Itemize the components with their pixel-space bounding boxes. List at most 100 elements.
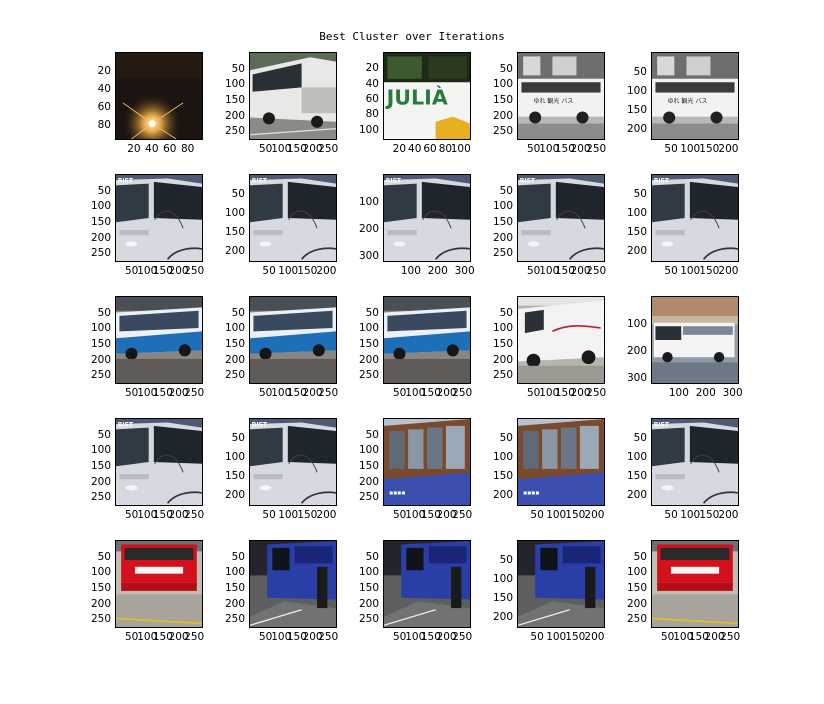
y-tick-label: 50 bbox=[365, 306, 379, 319]
y-tick-label: 100 bbox=[224, 78, 245, 91]
y-tick-label: 200 bbox=[626, 344, 647, 357]
y-tick-label: 200 bbox=[626, 597, 647, 610]
x-tick-label: 50 bbox=[392, 387, 407, 399]
y-tick-label: 100 bbox=[358, 195, 379, 208]
y-tick-label: 200 bbox=[626, 245, 647, 258]
y-tick-label: 150 bbox=[358, 581, 379, 594]
svg-text:RIST: RIST bbox=[386, 178, 402, 185]
y-tick-label: 150 bbox=[492, 592, 513, 605]
y-tick-label: 50 bbox=[97, 306, 111, 319]
image-panel-r4c4: ▪▪▪▪ bbox=[517, 418, 605, 506]
x-tick-label: 50 bbox=[664, 509, 678, 521]
panel-image: RIST bbox=[116, 419, 202, 505]
image-panel-r2c5: RIST bbox=[651, 174, 739, 262]
x-tick-label: 100 bbox=[680, 143, 701, 155]
y-tick-label: 250 bbox=[90, 247, 111, 260]
x-tick-label: 150 bbox=[420, 509, 441, 521]
svg-text:▪▪▪▪: ▪▪▪▪ bbox=[523, 490, 539, 497]
image-panel-r5c4 bbox=[517, 540, 605, 628]
image-panel-r3c2 bbox=[249, 296, 337, 384]
panel-image: RIST bbox=[652, 419, 738, 505]
y-tick-label: 50 bbox=[231, 306, 245, 319]
y-tick-label: 150 bbox=[626, 226, 647, 239]
x-tick-label: 100 bbox=[450, 143, 471, 155]
y-tick-label: 100 bbox=[90, 444, 111, 457]
y-tick-label: 200 bbox=[224, 353, 245, 366]
x-tick-label: 80 bbox=[438, 143, 453, 155]
y-tick-label: 50 bbox=[633, 432, 647, 445]
y-tick-label: 100 bbox=[492, 322, 513, 335]
x-tick-label: 150 bbox=[152, 265, 173, 277]
x-tick-label: 150 bbox=[286, 387, 307, 399]
y-tick-label: 200 bbox=[626, 489, 647, 502]
y-tick-label: 50 bbox=[499, 306, 513, 319]
x-tick-label: 200 bbox=[584, 509, 605, 521]
x-tick-label: 250 bbox=[184, 509, 205, 521]
y-tick-label: 50 bbox=[633, 66, 647, 79]
x-tick-label: 200 bbox=[168, 631, 189, 643]
y-tick-label: 100 bbox=[626, 451, 647, 464]
x-tick-label: 50 bbox=[392, 509, 407, 521]
image-panel-r4c5: RIST bbox=[651, 418, 739, 506]
panel-image: ゆれ 観光 バス bbox=[518, 53, 604, 139]
y-tick-label: 60 bbox=[97, 100, 111, 113]
y-tick-label: 250 bbox=[224, 369, 245, 382]
x-tick-label: 200 bbox=[436, 387, 457, 399]
y-tick-label: 200 bbox=[90, 597, 111, 610]
x-tick-label: 200 bbox=[302, 387, 323, 399]
x-tick-label: 150 bbox=[297, 509, 318, 521]
x-tick-label: 100 bbox=[137, 509, 158, 521]
y-tick-label: 200 bbox=[492, 109, 513, 122]
x-tick-label: 150 bbox=[554, 265, 575, 277]
x-tick-label: 250 bbox=[318, 143, 339, 155]
y-tick-label: 50 bbox=[633, 188, 647, 201]
image-panel-r2c3: RIST bbox=[383, 174, 471, 262]
panel-image: JULIÀ bbox=[384, 53, 470, 139]
x-tick-label: 100 bbox=[680, 265, 701, 277]
x-tick-label: 100 bbox=[673, 631, 694, 643]
y-tick-label: 100 bbox=[224, 322, 245, 335]
panel-image bbox=[652, 297, 738, 383]
y-tick-label: 250 bbox=[224, 125, 245, 138]
x-tick-label: 250 bbox=[318, 631, 339, 643]
y-tick-label: 200 bbox=[492, 611, 513, 624]
y-tick-label: 200 bbox=[224, 109, 245, 122]
x-tick-label: 150 bbox=[420, 631, 441, 643]
y-tick-label: 150 bbox=[224, 470, 245, 483]
y-tick-label: 50 bbox=[231, 62, 245, 75]
x-tick-label: 200 bbox=[570, 265, 591, 277]
x-tick-label: 250 bbox=[184, 265, 205, 277]
x-tick-label: 50 bbox=[664, 265, 678, 277]
y-tick-label: 250 bbox=[492, 247, 513, 260]
panel-image: RIST bbox=[384, 175, 470, 261]
x-tick-label: 150 bbox=[152, 387, 173, 399]
y-tick-label: 100 bbox=[90, 322, 111, 335]
x-tick-label: 50 bbox=[124, 387, 139, 399]
x-tick-label: 300 bbox=[722, 387, 743, 399]
y-tick-label: 50 bbox=[499, 62, 513, 75]
x-tick-label: 100 bbox=[137, 265, 158, 277]
y-tick-label: 200 bbox=[358, 222, 379, 235]
x-tick-label: 100 bbox=[680, 509, 701, 521]
x-tick-label: 200 bbox=[718, 509, 739, 521]
x-tick-label: 60 bbox=[423, 143, 437, 155]
y-tick-label: 200 bbox=[90, 231, 111, 244]
x-tick-label: 50 bbox=[262, 509, 276, 521]
y-tick-label: 250 bbox=[224, 613, 245, 626]
x-tick-label: 50 bbox=[258, 631, 273, 643]
x-tick-label: 150 bbox=[554, 387, 575, 399]
image-panel-r5c2 bbox=[249, 540, 337, 628]
panel-image: RIST bbox=[116, 175, 202, 261]
y-tick-label: 20 bbox=[365, 62, 379, 75]
x-tick-label: 200 bbox=[316, 509, 337, 521]
svg-text:RIST: RIST bbox=[520, 178, 536, 185]
x-tick-label: 100 bbox=[539, 387, 560, 399]
x-tick-label: 200 bbox=[168, 509, 189, 521]
image-panel-r5c1 bbox=[115, 540, 203, 628]
x-tick-label: 100 bbox=[405, 509, 426, 521]
x-tick-label: 100 bbox=[137, 387, 158, 399]
panel-image bbox=[116, 297, 202, 383]
panel-image: ゆれ 観光 バス bbox=[652, 53, 738, 139]
y-tick-label: 100 bbox=[224, 566, 245, 579]
x-tick-label: 250 bbox=[184, 631, 205, 643]
